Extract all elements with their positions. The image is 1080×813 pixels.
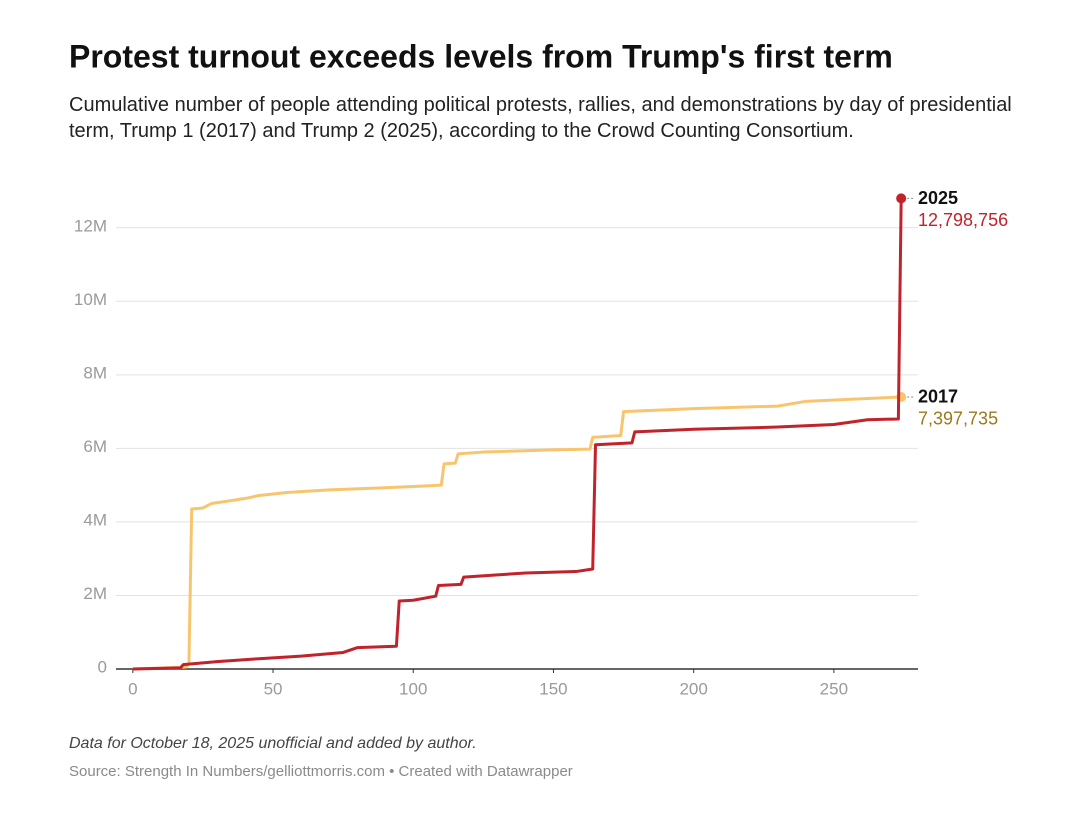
y-tick-label: 2M	[83, 584, 107, 603]
x-tick-label: 100	[399, 679, 427, 698]
subtitle-box: Cumulative number of people attending po…	[69, 94, 1012, 142]
y-tick-label: 10M	[74, 290, 107, 309]
series-label: 2025	[918, 188, 958, 208]
chart-subtitle: Cumulative number of people attending po…	[69, 94, 1012, 142]
chart-source: Source: Strength In Numbers/gelliottmorr…	[69, 763, 573, 780]
chart-note: Data for October 18, 2025 unofficial and…	[69, 735, 477, 752]
value-label: 12,798,756	[918, 210, 1008, 230]
y-tick-label: 8M	[83, 363, 107, 382]
x-tick-label: 50	[264, 679, 283, 698]
y-tick-label: 4M	[83, 510, 107, 529]
value-label: 7,397,735	[918, 409, 998, 429]
y-tick-label: 0	[98, 657, 107, 676]
series-label: 2017	[918, 387, 958, 407]
chart-title: Protest turnout exceeds levels from Trum…	[69, 38, 893, 74]
y-tick-label: 12M	[74, 216, 107, 235]
series-line	[132, 198, 903, 671]
end-point	[896, 193, 907, 204]
x-tick-label: 0	[128, 679, 137, 698]
x-tick-label: 200	[679, 679, 707, 698]
x-tick-label: 150	[539, 679, 567, 698]
series-line	[132, 395, 902, 671]
y-tick-label: 6M	[83, 437, 107, 456]
x-tick-label: 250	[820, 679, 848, 698]
